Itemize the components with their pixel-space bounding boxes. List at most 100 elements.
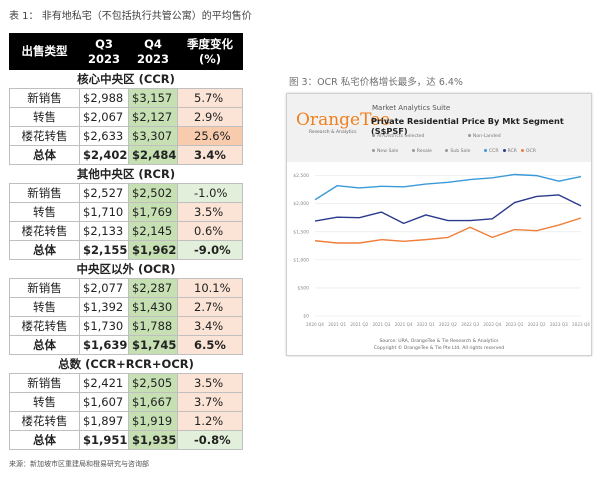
header-row: 出售类型 Q3 2023 Q4 2023 季度变化 (%) — [9, 33, 243, 70]
sale-type-cell: 新销售 — [9, 373, 80, 393]
bullet-icon — [372, 149, 375, 152]
q3-price-cell: $1,730 — [79, 316, 129, 336]
chart-source-credit: Source: URA, OrangeTee & Tie Research & … — [379, 339, 499, 344]
x-tick-label: 2022 Q3 — [461, 322, 479, 327]
q3-price-cell: $2,402 — [79, 145, 129, 165]
source-note: 来源：新加坡市区重建局和橙易研究与咨询部 — [9, 460, 149, 468]
change-cell: -1.0% — [177, 183, 243, 203]
header-q4: Q4 2023 — [128, 33, 178, 70]
change-cell: 10.1% — [177, 278, 243, 298]
legend-series-rcr: RCR — [502, 149, 517, 154]
region-header-row: 总数 (CCR+RCR+OCR) — [9, 354, 243, 374]
sale-type-cell: 转售 — [9, 202, 80, 222]
bullet-icon — [483, 149, 487, 152]
legend-series-ccr: CCR — [483, 149, 499, 154]
region-label: 其他中央区 (RCR) — [9, 164, 243, 184]
sale-type-cell: 新销售 — [9, 88, 80, 108]
y-tick-label: $500 — [298, 285, 310, 291]
q4-price-cell: $1,667 — [128, 392, 178, 412]
bullet-icon — [445, 149, 449, 152]
brand-logo: OrangeTee — [296, 110, 391, 130]
legend-filter-all: All Districts Selected — [372, 134, 424, 139]
x-tick-label: 2023 Q3 — [550, 322, 568, 327]
x-tick-label: 2021 Q1 — [328, 322, 346, 327]
bullet-icon — [372, 134, 375, 137]
q3-price-cell: $2,077 — [79, 278, 129, 298]
series-line-ocr — [314, 217, 582, 244]
change-cell: 3.5% — [177, 373, 243, 393]
x-tick-label: 2021 Q4 — [395, 322, 413, 327]
q4-price-cell: $3,307 — [128, 126, 178, 146]
change-cell: 0.6% — [177, 221, 243, 241]
header-q3: Q3 2023 — [79, 33, 129, 70]
change-cell: 25.6% — [177, 126, 243, 146]
region-label: 核心中央区 (CCR) — [9, 69, 243, 89]
sale-type-cell: 新销售 — [9, 278, 80, 298]
table-row: 总体 $1,639 $1,745 6.5% — [9, 335, 243, 355]
bullet-icon — [502, 149, 506, 152]
price-line-chart: $0 $500 $1,000 $1,500 $2,000 $2,500 2020 Q4 202… — [293, 173, 590, 327]
x-tick-label: 2022 Q2 — [439, 322, 457, 327]
change-cell: 3.4% — [177, 316, 243, 336]
table-row: 转售 $1,607 $1,667 3.7% — [9, 392, 243, 412]
table-body: 核心中央区 (CCR) 新销售 $2,988 $3,157 5.7% 转售 $2,067 $2… — [9, 69, 243, 450]
y-tick-label: $0 — [303, 314, 309, 320]
q3-price-cell: $2,527 — [79, 183, 129, 203]
table-row: 楼花转售 $2,633 $3,307 25.6% — [9, 126, 243, 146]
figure-title: 图 3：OCR 私宅价格增长最多，达 6.4% — [289, 77, 463, 88]
legend-filter-nonlanded: Non-Landed — [467, 134, 501, 139]
x-tick-label: 2022 Q1 — [417, 322, 435, 327]
table-row: 新销售 $2,421 $2,505 3.5% — [9, 373, 243, 393]
x-tick-label: 2023 Q4 — [572, 322, 590, 327]
q4-price-cell: $2,287 — [128, 278, 178, 298]
change-cell: -9.0% — [177, 240, 243, 260]
y-tick-label: $1,500 — [293, 229, 309, 235]
table-row: 总体 $2,155 $1,962 -9.0% — [9, 240, 243, 260]
region-header-row: 其他中央区 (RCR) — [9, 164, 243, 184]
table-row: 转售 $2,067 $2,127 2.9% — [9, 107, 243, 127]
q4-price-cell: $2,505 — [128, 373, 178, 393]
table-row: 楼花转售 $2,133 $2,145 0.6% — [9, 221, 243, 241]
region-header-row: 中央区以外 (OCR) — [9, 259, 243, 279]
change-cell: 1.2% — [177, 411, 243, 431]
q3-price-cell: $1,392 — [79, 297, 129, 317]
legend-type-subsale: Sub Sale — [445, 149, 470, 154]
q3-price-cell: $2,155 — [79, 240, 129, 260]
y-tick-label: $2,000 — [293, 201, 309, 207]
q4-price-cell: $2,127 — [128, 107, 178, 127]
brand-subtitle: Research & Analytics — [309, 130, 357, 135]
x-tick-label: 2023 Q1 — [506, 322, 524, 327]
q4-price-cell: $2,145 — [128, 221, 178, 241]
header-change: 季度变化 (%) — [177, 33, 243, 70]
bullet-icon — [520, 149, 524, 152]
q3-price-cell: $2,421 — [79, 373, 129, 393]
q3-price-cell: $2,988 — [79, 88, 129, 108]
table-row: 转售 $1,710 $1,769 3.5% — [9, 202, 243, 222]
chart-card-header: OrangeTee Research & Analytics Market An… — [287, 94, 591, 162]
table-row: 新销售 $2,527 $2,502 -1.0% — [9, 183, 243, 203]
q3-price-cell: $2,067 — [79, 107, 129, 127]
table-row: 新销售 $2,988 $3,157 5.7% — [9, 88, 243, 108]
sale-type-cell: 楼花转售 — [9, 411, 80, 431]
table-row: 楼花转售 $1,897 $1,919 1.2% — [9, 411, 243, 431]
suite-label: Market Analytics Suite — [372, 104, 451, 112]
q3-price-cell: $2,633 — [79, 126, 129, 146]
sale-type-cell: 楼花转售 — [9, 221, 80, 241]
q3-price-cell: $1,897 — [79, 411, 129, 431]
x-tick-label: 2021 Q2 — [350, 322, 368, 327]
change-cell: 3.7% — [177, 392, 243, 412]
table-title: 表 1： 非有地私宅（不包括执行共管公寓）的平均售价 — [9, 11, 252, 22]
sale-type-cell: 总体 — [9, 430, 80, 450]
region-header-row: 核心中央区 (CCR) — [9, 69, 243, 89]
q4-price-cell: $1,788 — [128, 316, 178, 336]
q4-price-cell: $3,157 — [128, 88, 178, 108]
series-legend: CCR RCR OCR — [483, 149, 540, 154]
chart-copyright-credit: Copyright © OrangeTee & Tie Pte Ltd. All… — [373, 346, 505, 351]
q4-price-cell: $1,919 — [128, 411, 178, 431]
region-label: 中央区以外 (OCR) — [9, 259, 243, 279]
q4-price-cell: $2,502 — [128, 183, 178, 203]
legend-type-resale: Resale — [411, 149, 432, 154]
table-row: 转售 $1,392 $1,430 2.7% — [9, 297, 243, 317]
sale-type-cell: 新销售 — [9, 183, 80, 203]
sale-type-cell: 楼花转售 — [9, 316, 80, 336]
